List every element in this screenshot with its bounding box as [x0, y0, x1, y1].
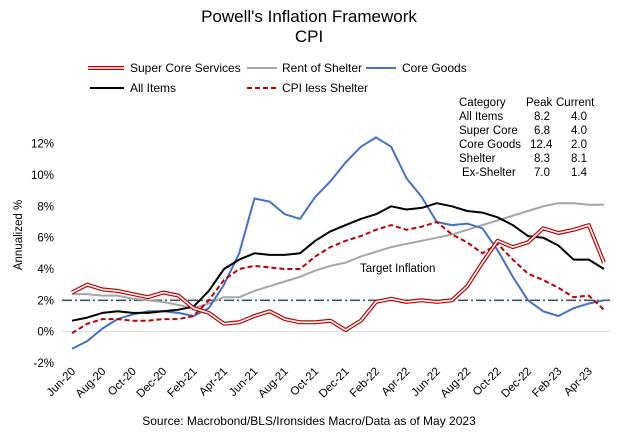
- table-cell-peak: 8.2: [534, 111, 550, 123]
- x-tick-label: Dec-22: [499, 366, 534, 401]
- x-tick-label: Jun-22: [410, 366, 443, 399]
- table-cell-current: 4.0: [571, 125, 587, 137]
- legend-item-super-core-services: Super Core Services: [88, 61, 241, 75]
- table-cell-category: Super Core: [459, 125, 518, 137]
- x-tick-label: Aug-21: [256, 366, 291, 401]
- legend: Super Core Services Rent of Shelter Core…: [88, 61, 467, 95]
- table-cell-current: 2.0: [571, 139, 587, 151]
- y-tick-label: 6%: [37, 233, 54, 245]
- y-tick-label: 4%: [37, 264, 54, 276]
- x-tick-label: Aug-22: [439, 366, 474, 401]
- table-cell-peak: 8.3: [534, 153, 550, 165]
- x-tick-label: Feb-22: [348, 366, 382, 400]
- x-tick-label: Oct-20: [106, 366, 139, 399]
- series-line-super-core-services: [71, 223, 606, 333]
- legend-label: Core Goods: [402, 61, 467, 75]
- table-header-peak: Peak: [526, 97, 552, 109]
- table-cell-category: Core Goods: [459, 139, 521, 151]
- series-line-all-items: [71, 202, 605, 322]
- legend-label: Super Core Services: [130, 61, 241, 75]
- table-cell-category: Shelter: [459, 153, 496, 165]
- x-tick-label: Oct-22: [471, 366, 504, 399]
- series-lines: [71, 136, 606, 350]
- legend-item-rent-of-shelter: Rent of Shelter: [247, 61, 362, 75]
- legend-label: CPI less Shelter: [282, 81, 368, 95]
- table-cell-current: 8.1: [571, 153, 587, 165]
- table-cell-peak: 6.8: [534, 125, 550, 137]
- y-tick-label: 2%: [37, 295, 54, 307]
- y-tick-label: 0%: [37, 327, 54, 339]
- table-cell-current: 1.4: [571, 167, 588, 179]
- y-tick-label: 8%: [37, 201, 54, 213]
- x-tick-label: Oct-21: [288, 366, 321, 399]
- x-tick-label: Dec-20: [135, 366, 170, 401]
- legend-item-core-goods: Core Goods: [366, 61, 467, 75]
- summary-table: Category Peak Current All Items 8.2 4.0 …: [459, 97, 595, 179]
- y-tick-label: 12%: [31, 139, 54, 151]
- x-tick-label: Dec-21: [317, 366, 352, 401]
- x-tick-label: Apr-23: [562, 366, 595, 399]
- series-line-cpi-less-shelter: [71, 221, 605, 335]
- table-header-current: Current: [556, 97, 595, 109]
- series-line-super-core-services-inner: [71, 224, 605, 331]
- y-tick-label: 10%: [31, 170, 54, 182]
- legend-item-all-items: All Items: [90, 81, 176, 95]
- x-tick-label: Jun-21: [227, 366, 260, 399]
- y-axis: -2% 0% 2% 4% 6% 8% 10% 12%: [31, 139, 610, 370]
- table-cell-peak: 12.4: [530, 139, 553, 151]
- target-inflation-annotation: Target Inflation: [360, 263, 435, 275]
- x-tick-label: Aug-20: [74, 366, 109, 401]
- chart-title: Powell's Inflation Framework: [201, 7, 417, 26]
- legend-label: Rent of Shelter: [282, 61, 362, 75]
- x-tick-label: Feb-21: [165, 366, 199, 400]
- chart-subtitle: CPI: [295, 27, 323, 46]
- x-tick-label: Apr-21: [197, 366, 230, 399]
- legend-label: All Items: [130, 81, 176, 95]
- table-header-category: Category: [459, 97, 506, 109]
- table-cell-current: 4.0: [571, 111, 587, 123]
- x-tick-label: Apr-22: [380, 366, 413, 399]
- series-line-rent-of-shelter: [72, 202, 604, 310]
- table-cell-category: Ex-Shelter: [462, 167, 516, 179]
- x-axis: Jun-20Aug-20Oct-20Dec-20Feb-21Apr-21Jun-…: [45, 366, 595, 401]
- y-tick-label: -2%: [34, 358, 54, 370]
- x-tick-label: Jun-20: [45, 366, 78, 399]
- source-note: Source: Macrobond/BLS/Ironsides Macro/Da…: [142, 414, 476, 428]
- table-cell-category: All Items: [459, 111, 503, 123]
- table-cell-peak: 7.0: [534, 167, 550, 179]
- legend-item-cpi-less-shelter: CPI less Shelter: [247, 81, 368, 95]
- x-tick-label: Feb-23: [530, 366, 564, 400]
- y-axis-label: Annualized %: [13, 200, 25, 270]
